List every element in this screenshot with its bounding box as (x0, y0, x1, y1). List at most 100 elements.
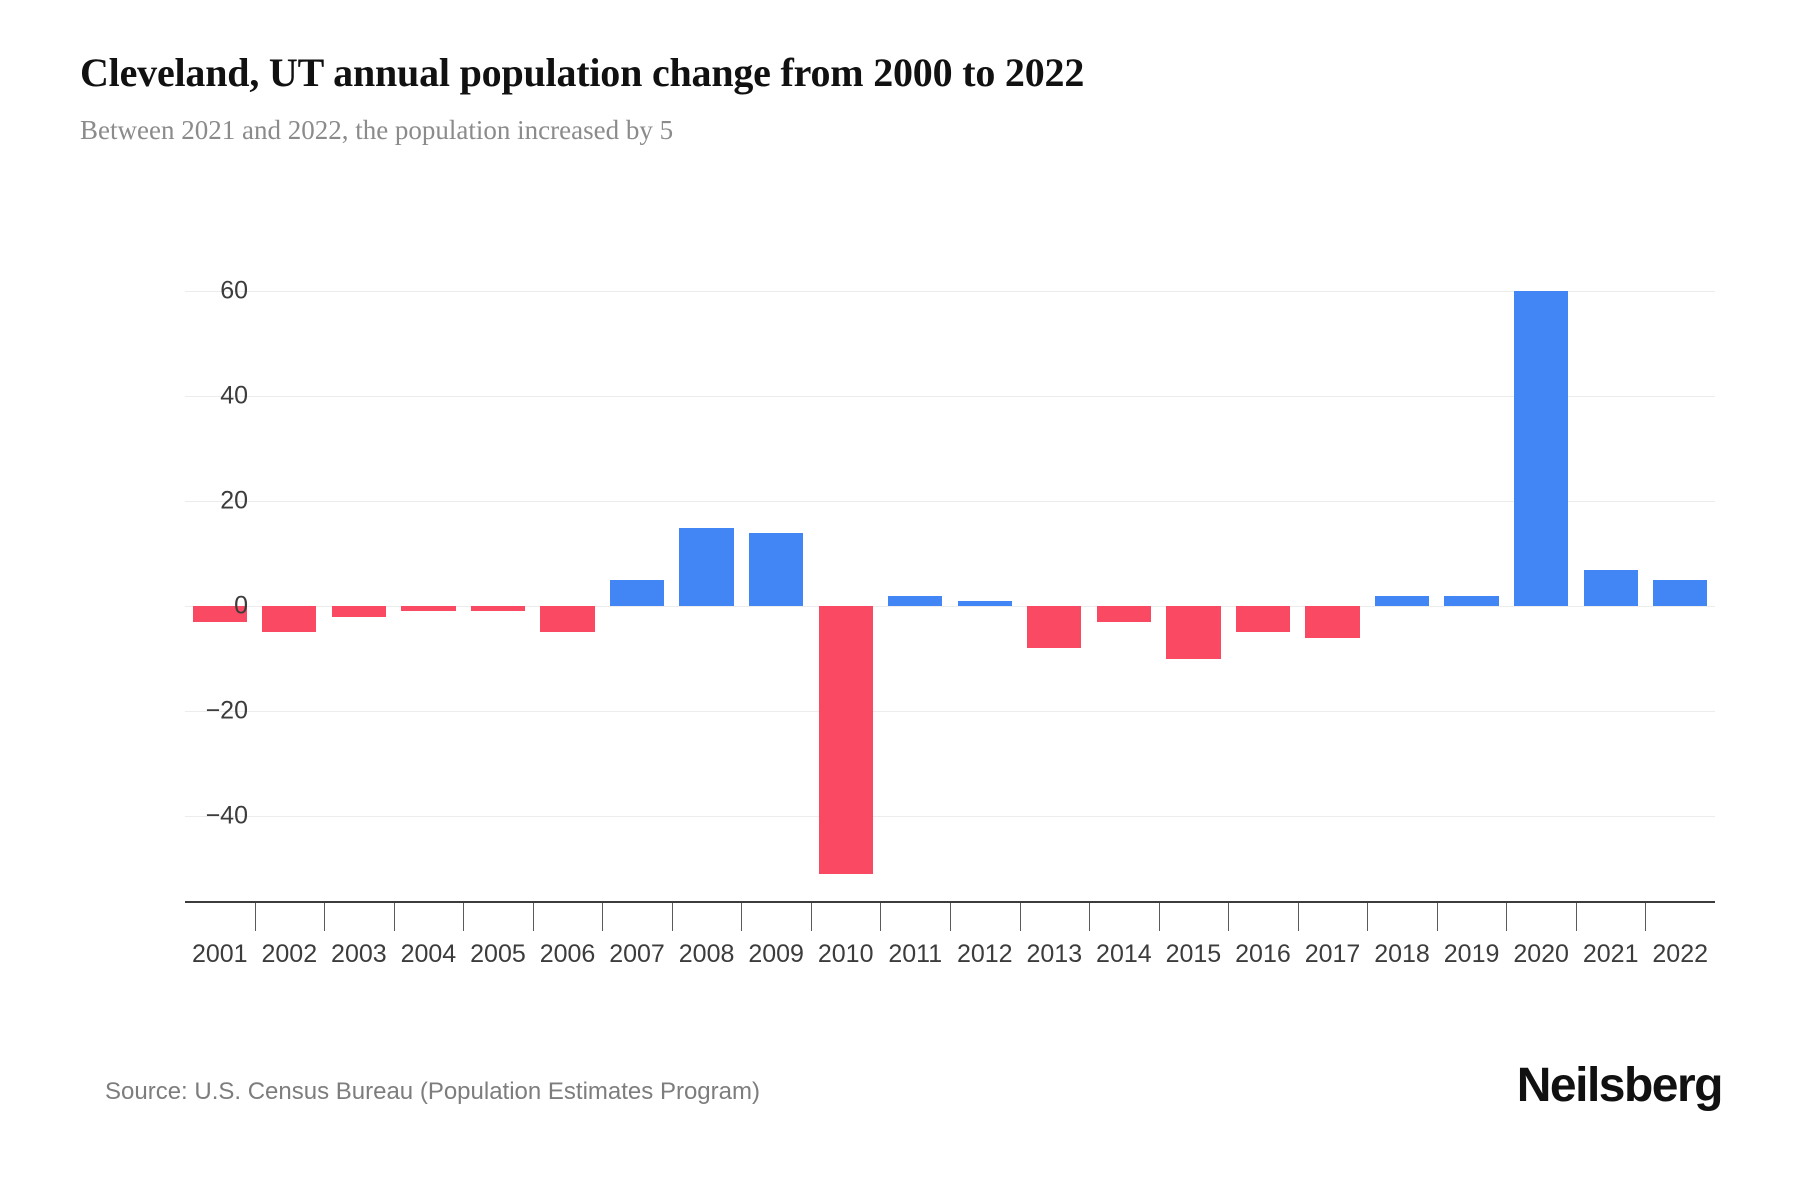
bar-slot[interactable] (324, 260, 394, 900)
x-axis-tick (1019, 903, 1021, 931)
bar-slot[interactable] (1020, 260, 1090, 900)
x-axis-tick-label: 2001 (191, 940, 248, 968)
x-axis-tick (950, 903, 951, 931)
x-axis-tick (880, 903, 882, 931)
y-axis-tick-label: 20 (220, 486, 248, 515)
bar[interactable] (1166, 606, 1221, 659)
bar-slot[interactable] (1506, 260, 1576, 900)
x-axis-tick-label: 2004 (400, 940, 457, 968)
bar-slot[interactable] (394, 260, 464, 900)
x-axis-tick-label: 2020 (1513, 940, 1569, 968)
x-axis-tick-label: 2017 (1304, 940, 1361, 968)
brand-logo: Neilsberg (1516, 1059, 1724, 1112)
bar-slot[interactable] (1367, 260, 1437, 900)
page-title: Cleveland, UT annual population change f… (80, 50, 1085, 95)
bar-slot[interactable] (602, 260, 672, 900)
x-axis-tick (1228, 903, 1230, 931)
x-axis-tick-label: 2012 (956, 940, 1013, 968)
bar-slot[interactable] (463, 260, 533, 900)
x-axis-tick-label: 2010 (817, 940, 874, 968)
x-axis-tick (671, 903, 673, 931)
bar-slot[interactable] (1645, 260, 1715, 900)
bar[interactable] (1444, 595, 1499, 607)
x-axis-tick (532, 903, 534, 931)
x-axis-tick-label: 2021 (1582, 940, 1639, 968)
bar-slot[interactable] (1089, 260, 1159, 900)
bar[interactable] (540, 606, 595, 633)
x-axis-tick (1575, 903, 1577, 931)
bar-slot[interactable] (950, 260, 1020, 900)
y-axis-tick-label: −20 (205, 696, 248, 725)
x-axis-tick-label: 2013 (1026, 940, 1083, 968)
bar[interactable] (262, 606, 317, 633)
y-axis-tick-label: 40 (220, 381, 248, 410)
bar[interactable] (1235, 606, 1291, 633)
x-axis-tick-label: 2011 (888, 940, 943, 968)
bar-slot[interactable] (1298, 260, 1368, 900)
x-axis-tick (393, 903, 395, 931)
bar[interactable] (1096, 606, 1151, 622)
bar-slot[interactable] (533, 260, 603, 900)
x-axis-tick-label: 2006 (539, 940, 596, 968)
bar-slot[interactable] (741, 260, 811, 900)
bar[interactable] (331, 606, 386, 617)
x-axis-tick-label: 2019 (1443, 940, 1500, 968)
x-axis-tick-label: 2014 (1096, 940, 1152, 968)
x-axis-tick (1506, 903, 1508, 931)
bar[interactable] (957, 600, 1012, 607)
x-axis-tick-label: 2007 (609, 940, 665, 968)
bar[interactable] (818, 606, 873, 874)
x-axis-tick (741, 903, 743, 931)
bar-slot[interactable] (672, 260, 742, 900)
gridline (185, 396, 1715, 398)
x-axis-tick-group (185, 903, 1715, 931)
bar-slot[interactable] (1437, 260, 1507, 900)
x-axis-tick (1297, 903, 1299, 931)
x-axis-tick (1436, 903, 1438, 931)
x-axis-tick (324, 903, 326, 931)
bar[interactable] (1305, 606, 1360, 638)
bar[interactable] (192, 606, 247, 622)
plot-canvas (185, 260, 1715, 900)
x-axis-tick-label: 2002 (261, 940, 318, 968)
x-axis-tick (463, 903, 465, 931)
bar-slot[interactable] (255, 260, 325, 900)
x-axis-tick-label: 2015 (1165, 940, 1222, 968)
gridline (185, 606, 1715, 608)
x-axis-tick (1158, 903, 1160, 931)
bar[interactable] (401, 606, 456, 612)
gridline (185, 816, 1715, 818)
bar[interactable] (1653, 580, 1708, 607)
x-axis-line (185, 901, 1715, 903)
bar[interactable] (1027, 606, 1082, 649)
bar-slot[interactable] (1228, 260, 1298, 900)
bar[interactable] (888, 595, 943, 607)
bar-slot[interactable] (185, 260, 255, 900)
bar[interactable] (609, 580, 665, 607)
bar[interactable] (679, 527, 734, 607)
bar-slot[interactable] (1159, 260, 1229, 900)
x-axis-tick-label: 2003 (331, 940, 387, 968)
bar[interactable] (749, 532, 804, 607)
bar-slot[interactable] (1576, 260, 1646, 900)
x-axis-tick (810, 903, 812, 931)
bar[interactable] (1514, 291, 1569, 607)
bar-slot[interactable] (811, 260, 881, 900)
gridline (185, 501, 1715, 503)
x-axis-tick (1367, 903, 1369, 931)
bar-group (185, 260, 1715, 900)
x-axis-tick (602, 903, 604, 931)
y-axis-tick-label: 60 (220, 276, 248, 305)
x-axis-tick-label: 2016 (1235, 940, 1291, 968)
chart-header: Cleveland, UT annual population change f… (80, 48, 1720, 148)
bar-slot[interactable] (880, 260, 950, 900)
x-axis-tick (254, 903, 256, 931)
y-axis-tick-label: 0 (234, 591, 248, 620)
gridline (185, 291, 1715, 293)
bar[interactable] (1374, 595, 1430, 607)
bar[interactable] (470, 606, 526, 612)
bar[interactable] (1583, 569, 1638, 607)
y-axis-tick-label: −40 (205, 801, 248, 830)
